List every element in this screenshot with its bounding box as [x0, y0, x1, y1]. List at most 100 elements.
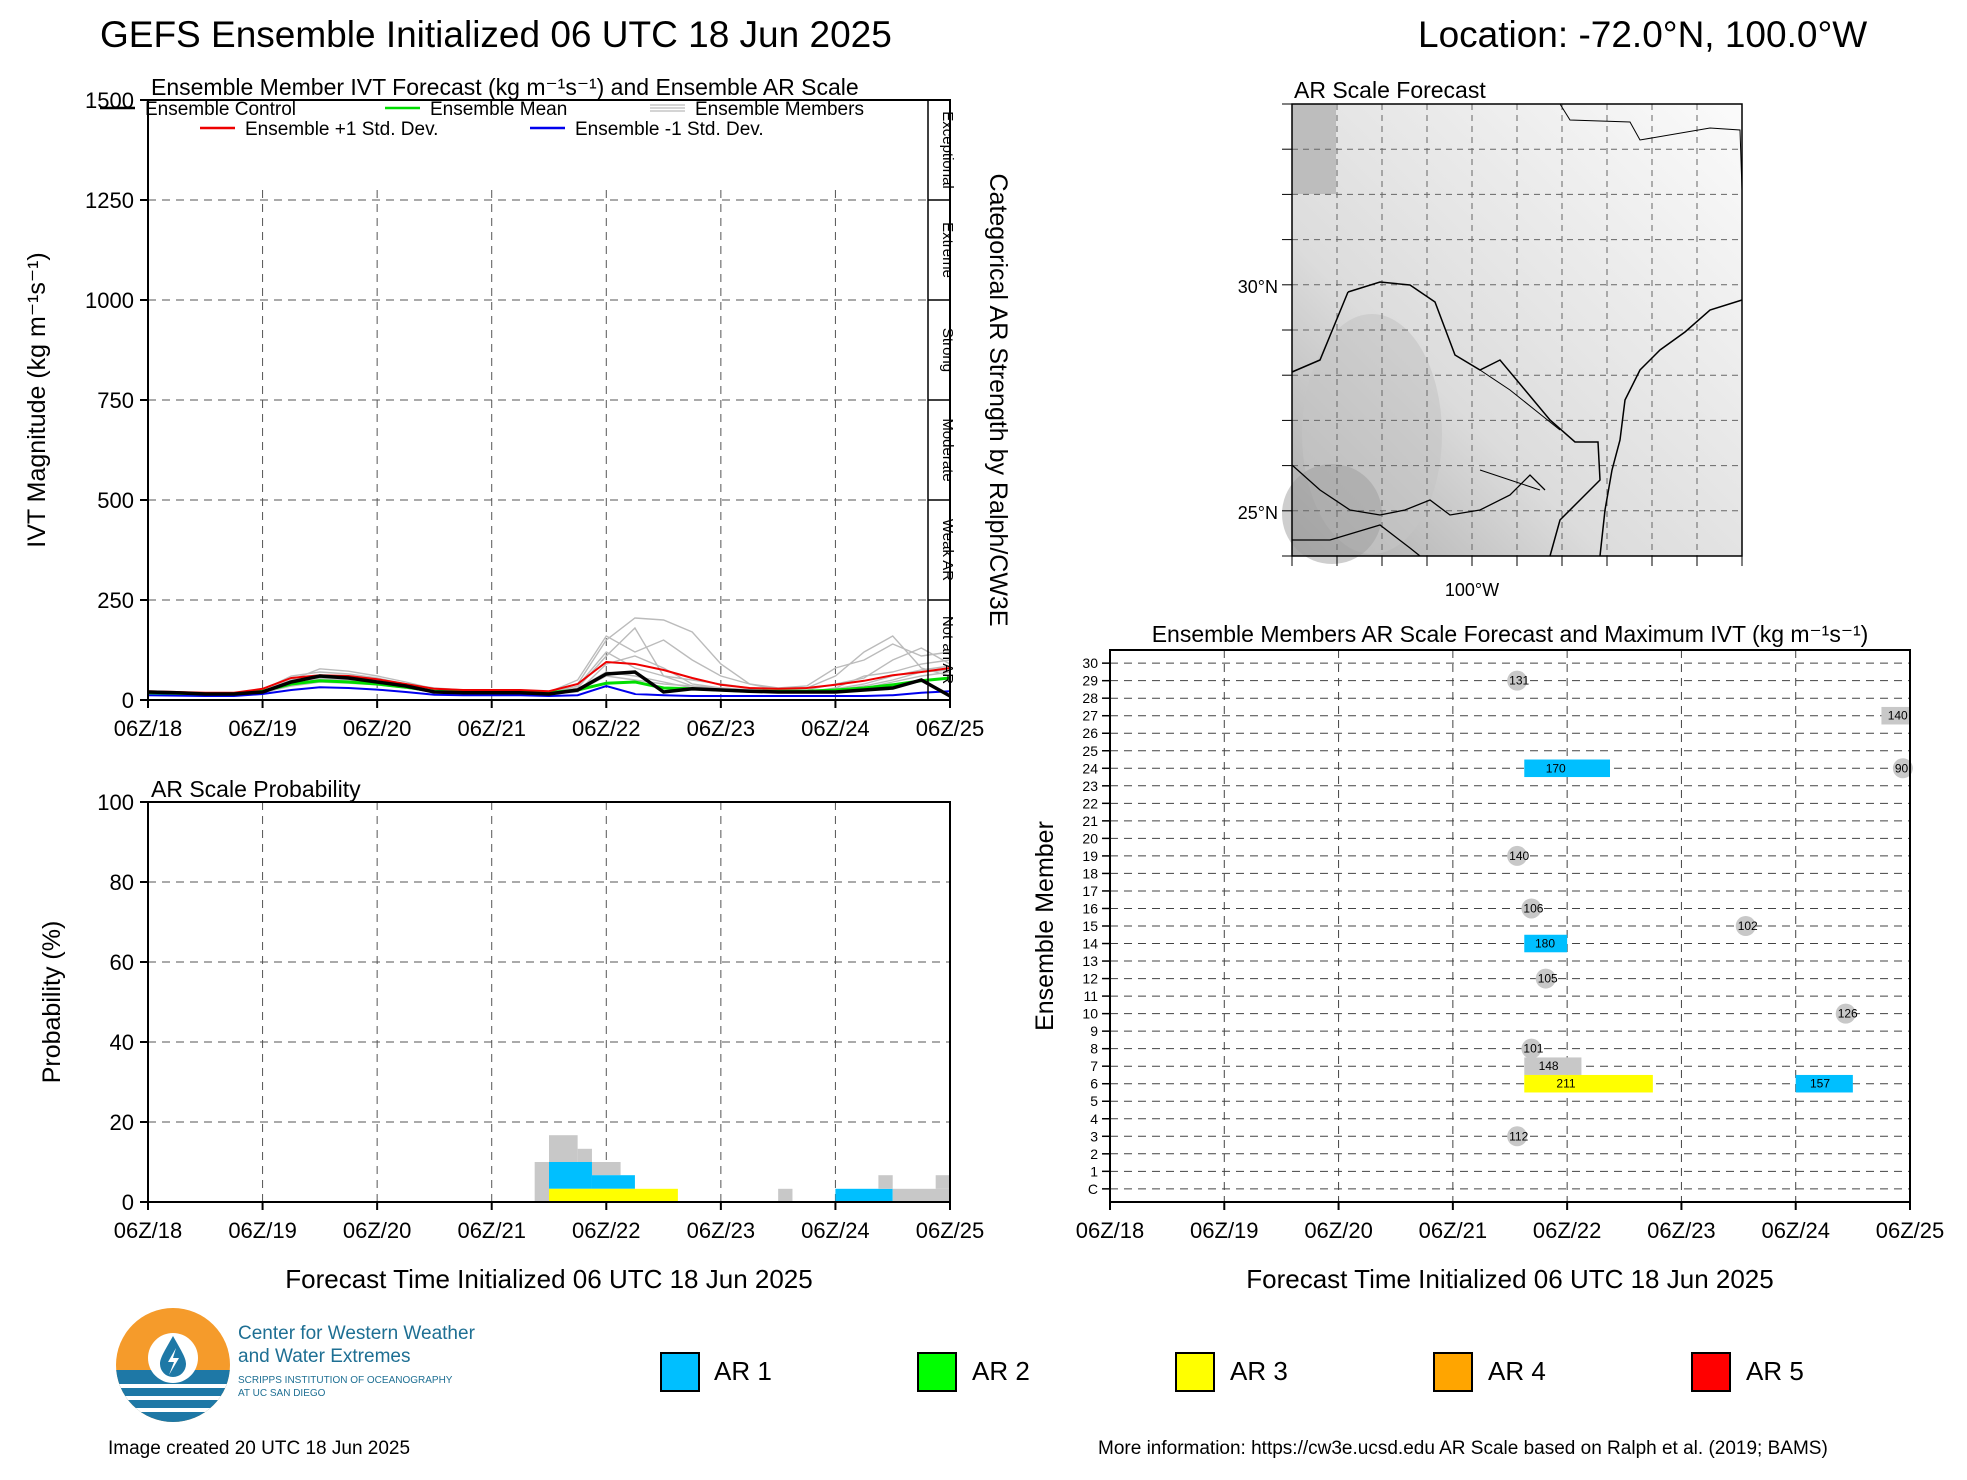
legend-swatch-ar5 — [1691, 1352, 1731, 1392]
ivt-xtick-label: 06Z/24 — [801, 716, 870, 741]
members-plot-frame — [1109, 649, 1911, 1203]
members-xtick-label: 06Z/18 — [1076, 1218, 1145, 1243]
ivt-xtick-label: 06Z/21 — [457, 716, 526, 741]
ivt-series-3 — [147, 684, 951, 698]
members-row-label: 24 — [1082, 760, 1098, 776]
footer-created: Image created 20 UTC 18 Jun 2025 — [108, 1438, 411, 1459]
prob-xtick-label: 06Z/24 — [801, 1218, 870, 1243]
logo-line3: SCRIPPS INSTITUTION OF OCEANOGRAPHY — [238, 1375, 453, 1386]
ivt-category-label: Strong — [939, 328, 956, 372]
members-row-label: 10 — [1082, 1006, 1098, 1022]
ivt-ytick-label: 500 — [97, 488, 134, 513]
prob-xtick-label: 06Z/23 — [687, 1218, 756, 1243]
members-event-mark — [1892, 758, 1913, 779]
legend-label-ar2: AR 2 — [972, 1356, 1030, 1386]
members-event-value: 140 — [1888, 709, 1908, 723]
legend-swatch-ar1 — [660, 1352, 700, 1392]
members-row-label: 15 — [1082, 918, 1098, 934]
legend-label-ar1: AR 1 — [714, 1356, 772, 1386]
lightning-icon — [168, 1348, 179, 1375]
ivt-ytick-label: 0 — [122, 688, 134, 713]
prob-xtick-label: 06Z/19 — [228, 1218, 297, 1243]
members-row-label: 7 — [1090, 1058, 1098, 1074]
members-ylabel: Ensemble Member — [1031, 821, 1059, 1031]
ivt-xtick-label: 06Z/22 — [572, 716, 641, 741]
members-row-label: 21 — [1082, 813, 1098, 829]
members-event-value: 90 — [1895, 761, 1909, 775]
members-row-label: 18 — [1082, 865, 1098, 881]
members-xtick-label: 06Z/19 — [1190, 1218, 1259, 1243]
map-border-line — [1479, 369, 1561, 431]
ivt-legend-label: Ensemble Mean — [430, 99, 567, 120]
legend-swatch-ar4 — [1433, 1352, 1473, 1392]
members-row-label: 19 — [1082, 848, 1098, 864]
members-title: Ensemble Members AR Scale Forecast and M… — [1152, 621, 1869, 647]
members-row-label: 30 — [1082, 655, 1098, 671]
members-xtick-label: 06Z/22 — [1533, 1218, 1602, 1243]
ivt-ytick-label: 750 — [97, 388, 134, 413]
cw3e-logo — [116, 1308, 230, 1422]
ivt-xtick-label: 06Z/20 — [343, 716, 412, 741]
ivt-category-label: Moderate — [939, 418, 956, 481]
prob-xtick-label: 06Z/21 — [457, 1218, 526, 1243]
members-event-value: 102 — [1738, 919, 1758, 933]
ivt-legend-label: Ensemble +1 Std. Dev. — [245, 119, 438, 140]
members-row-label: 8 — [1090, 1041, 1098, 1057]
legend-label-ar3: AR 3 — [1230, 1356, 1288, 1386]
members-event-mark — [1521, 1038, 1542, 1059]
prob-bar — [549, 1188, 678, 1202]
members-xtick-label: 06Z/20 — [1304, 1218, 1373, 1243]
logo-text: Center for Western Weather and Water Ext… — [238, 1322, 475, 1400]
map-title: AR Scale Forecast — [1294, 77, 1486, 103]
members-event-mark — [1881, 706, 1910, 725]
members-row-label: 9 — [1090, 1023, 1098, 1039]
members-row-label: 26 — [1082, 725, 1098, 741]
prob-bar — [778, 1188, 793, 1202]
members-row-label: 28 — [1082, 690, 1098, 706]
figure-title: GEFS Ensemble Initialized 06 UTC 18 Jun … — [100, 14, 892, 55]
members-event-mark — [1524, 1057, 1582, 1075]
members-xtick-label: 06Z/23 — [1647, 1218, 1716, 1243]
ivt-ytick-label: 1000 — [85, 288, 134, 313]
prob-bar — [892, 1188, 950, 1202]
ivt-xtick-label: 06Z/19 — [228, 716, 297, 741]
members-event-mark — [1507, 845, 1528, 866]
members-event-mark — [1521, 898, 1542, 919]
map-border-line — [1347, 281, 1601, 557]
members-event-value: 131 — [1509, 674, 1529, 688]
legend-swatch-ar3 — [1175, 1352, 1215, 1392]
members-event-mark — [1795, 1074, 1853, 1093]
prob-plot-frame — [147, 801, 951, 1203]
members-xtick-label: 06Z/25 — [1876, 1218, 1945, 1243]
prob-ylabel: Probability (%) — [38, 921, 66, 1084]
ivt-legend-label: Ensemble Members — [695, 99, 864, 120]
map-lon-label: 100°W — [1445, 580, 1499, 600]
members-event-value: 148 — [1539, 1059, 1559, 1073]
members-row-label: 5 — [1090, 1093, 1098, 1109]
members-event-value: 140 — [1509, 849, 1529, 863]
prob-ytick-label: 40 — [110, 1030, 134, 1055]
prob-bar — [878, 1175, 893, 1189]
members-event-value: 170 — [1546, 761, 1566, 775]
prob-ytick-label: 80 — [110, 870, 134, 895]
prob-ytick-label: 20 — [110, 1110, 134, 1135]
logo-line1: Center for Western Weather — [238, 1323, 475, 1344]
prob-bar — [577, 1148, 592, 1162]
ivt-series-2 — [147, 660, 951, 694]
members-event-mark — [1524, 934, 1568, 953]
members-event-value: 105 — [1538, 972, 1558, 986]
prob-xtick-label: 06Z/18 — [114, 1218, 183, 1243]
members-row-label: 20 — [1082, 830, 1098, 846]
legend-label-ar4: AR 4 — [1488, 1356, 1546, 1386]
members-event-mark — [1835, 1003, 1856, 1024]
probability-chart: 0 20 40 60 80 100 06Z/18 06Z/19 06Z/20 06Z/21 06Z/… — [38, 776, 984, 1294]
members-row-label: 12 — [1082, 971, 1098, 987]
prob-ytick-label: 0 — [122, 1190, 134, 1215]
prob-bar — [935, 1175, 950, 1189]
members-row-label: 14 — [1082, 936, 1098, 952]
location-label: Location: -72.0°N, 100.0°W — [1418, 14, 1868, 55]
members-xtick-label: 06Z/21 — [1419, 1218, 1488, 1243]
prob-xtick-label: 06Z/20 — [343, 1218, 412, 1243]
members-row-label: 4 — [1090, 1111, 1098, 1127]
